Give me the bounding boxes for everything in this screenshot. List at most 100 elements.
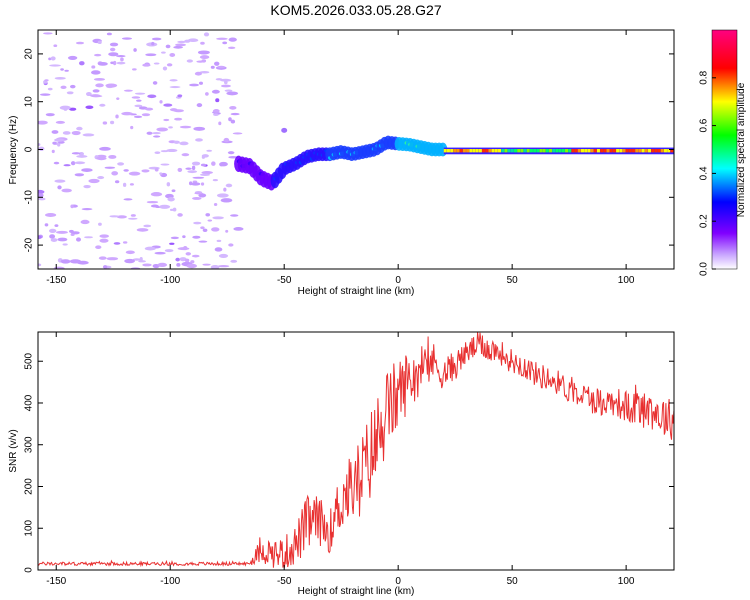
spectrogram-noise-speck — [85, 91, 92, 97]
spectrogram-noise-speck — [70, 204, 74, 209]
spectrogram-noise-speck — [226, 91, 239, 96]
spectrogram-noise-speck — [201, 59, 207, 63]
spectrogram-noise-speck — [159, 100, 163, 104]
spectrogram-noise-speck — [57, 237, 68, 242]
spectrogram-noise-speck — [39, 93, 51, 96]
spectrogram-noise-speck — [154, 251, 166, 255]
spectrogram-noise-speck — [218, 121, 222, 126]
spectrogram-noise-speck — [153, 62, 160, 65]
spectrogram-noise-speck — [190, 182, 201, 186]
spectrogram-band-segment — [456, 149, 460, 153]
spectrogram-band-segment — [501, 149, 505, 153]
spectrogram-noise-speck — [200, 41, 205, 45]
spectrogram-band-segment — [641, 149, 645, 153]
spectrogram-band-segment — [590, 149, 594, 153]
spectrogram-noise-speck — [62, 131, 71, 135]
spectrogram-noise-speck — [225, 229, 229, 233]
spectrogram-noise-speck — [115, 114, 119, 119]
spectrogram-noise-speck — [110, 61, 114, 65]
spectrogram-band-segment — [555, 149, 559, 153]
spectrogram-noise-speck — [220, 198, 233, 203]
colorbar-tick-label: 0.4 — [699, 166, 710, 180]
spectrogram-noise-speck — [230, 259, 238, 263]
spectrogram-noise-speck — [202, 263, 211, 266]
spectrogram-noise-speck — [129, 183, 134, 186]
spectrogram-noise-speck — [124, 258, 136, 264]
spectrogram-band-segment — [584, 149, 588, 153]
spectrogram-noise-speck — [218, 253, 229, 258]
spectrogram-noise-speck — [74, 161, 86, 165]
spectrogram-noise-speck — [108, 154, 117, 159]
spectrogram-noise-speck — [206, 149, 213, 152]
spectrogram-noise-speck — [227, 46, 236, 49]
spectrogram-noise-speck — [189, 83, 200, 87]
spectrogram-band-segment — [606, 149, 610, 153]
spectrogram-noise-speck — [144, 246, 156, 251]
spectrogram-y-tick-label: -10 — [24, 190, 35, 205]
spectrogram-noise-speck — [132, 258, 141, 261]
snr-y-tick-label: 100 — [24, 519, 35, 536]
spectrogram-noise-speck — [200, 226, 205, 230]
spectrogram-noise-speck — [48, 57, 52, 61]
spectrogram-noise-speck — [183, 245, 188, 251]
spectrogram-band-segment — [443, 149, 447, 153]
spectrogram-noise-speck — [168, 126, 173, 129]
spectrogram-noise-speck — [228, 37, 237, 42]
spectrogram-band-segment — [453, 149, 457, 153]
spectrogram-noise-speck — [222, 41, 228, 45]
spectrogram-noise-speck — [219, 78, 232, 82]
spectrogram-noise-speck — [81, 208, 93, 211]
spectrogram-band-segment — [651, 149, 655, 153]
spectrogram-band-segment — [644, 149, 648, 153]
spectrogram-noise-speck — [144, 107, 154, 111]
spectrogram-noise-speck — [154, 151, 161, 155]
spectrogram-noise-speck — [89, 94, 101, 98]
spectrogram-noise-speck — [163, 103, 173, 107]
spectrogram-x-tick-label: -100 — [160, 275, 180, 286]
spectrogram-noise-speck — [197, 50, 210, 55]
spectrogram-band-segment — [488, 149, 492, 153]
spectrogram-noise-speck — [210, 65, 215, 69]
spectrogram-noise-speck — [138, 260, 146, 263]
spectrogram-noise-speck — [156, 127, 169, 132]
spectrogram-noise-speck — [166, 148, 178, 153]
spectrogram-noise-speck — [48, 228, 57, 233]
spectrogram-noise-speck — [175, 257, 180, 262]
spectrogram-band-segment — [580, 149, 584, 153]
spectrogram-noise-speck — [102, 121, 108, 125]
spectrogram-noise-speck — [53, 44, 58, 48]
spectrogram-noise-speck — [153, 135, 161, 138]
snr-panel: -150 -100 -50 0 50 100 0 100 200 300 400 500 Heigh… — [8, 331, 675, 597]
spectrogram-noise-speck — [125, 250, 135, 255]
spectrogram-band-segment — [619, 149, 623, 153]
spectrogram-noise-speck — [147, 94, 157, 99]
spectrogram-band-segment — [638, 149, 642, 153]
spectrogram-noise-speck — [83, 184, 91, 189]
spectrogram-noise-speck — [179, 125, 192, 129]
spectrogram-band-segment — [494, 149, 498, 153]
spectrogram-band-segment — [459, 149, 463, 153]
spectrogram-noise-speck — [57, 185, 62, 190]
spectrogram-noise-speck — [229, 105, 237, 110]
spectrogram-noise-speck — [134, 104, 143, 108]
spectrogram-noise-speck — [49, 234, 56, 239]
spectrogram-noise-speck — [38, 193, 44, 198]
spectrogram-noise-speck — [116, 215, 127, 219]
spectrogram-noise-speck — [177, 40, 187, 44]
spectrogram-noise-speck — [139, 257, 143, 262]
spectrogram-noise-speck — [136, 99, 142, 102]
spectrogram-noise-speck — [233, 227, 244, 231]
spectrogram-noise-speck — [192, 235, 201, 239]
spectrogram-noise-speck — [54, 138, 65, 142]
spectrogram-noise-speck — [193, 221, 202, 225]
snr-y-tick-label: 300 — [24, 436, 35, 453]
spectrogram-noise-speck — [49, 64, 62, 67]
spectrogram-noise-speck — [211, 227, 220, 232]
spectrogram-noise-speck — [122, 241, 128, 244]
spectrogram-x-tick-label: -50 — [277, 275, 292, 286]
spectrogram-band-segment — [609, 149, 613, 153]
spectrogram-noise-speck — [110, 120, 115, 125]
spectrogram-noise-speck — [211, 89, 220, 94]
spectrogram-noise-speck — [227, 151, 235, 155]
